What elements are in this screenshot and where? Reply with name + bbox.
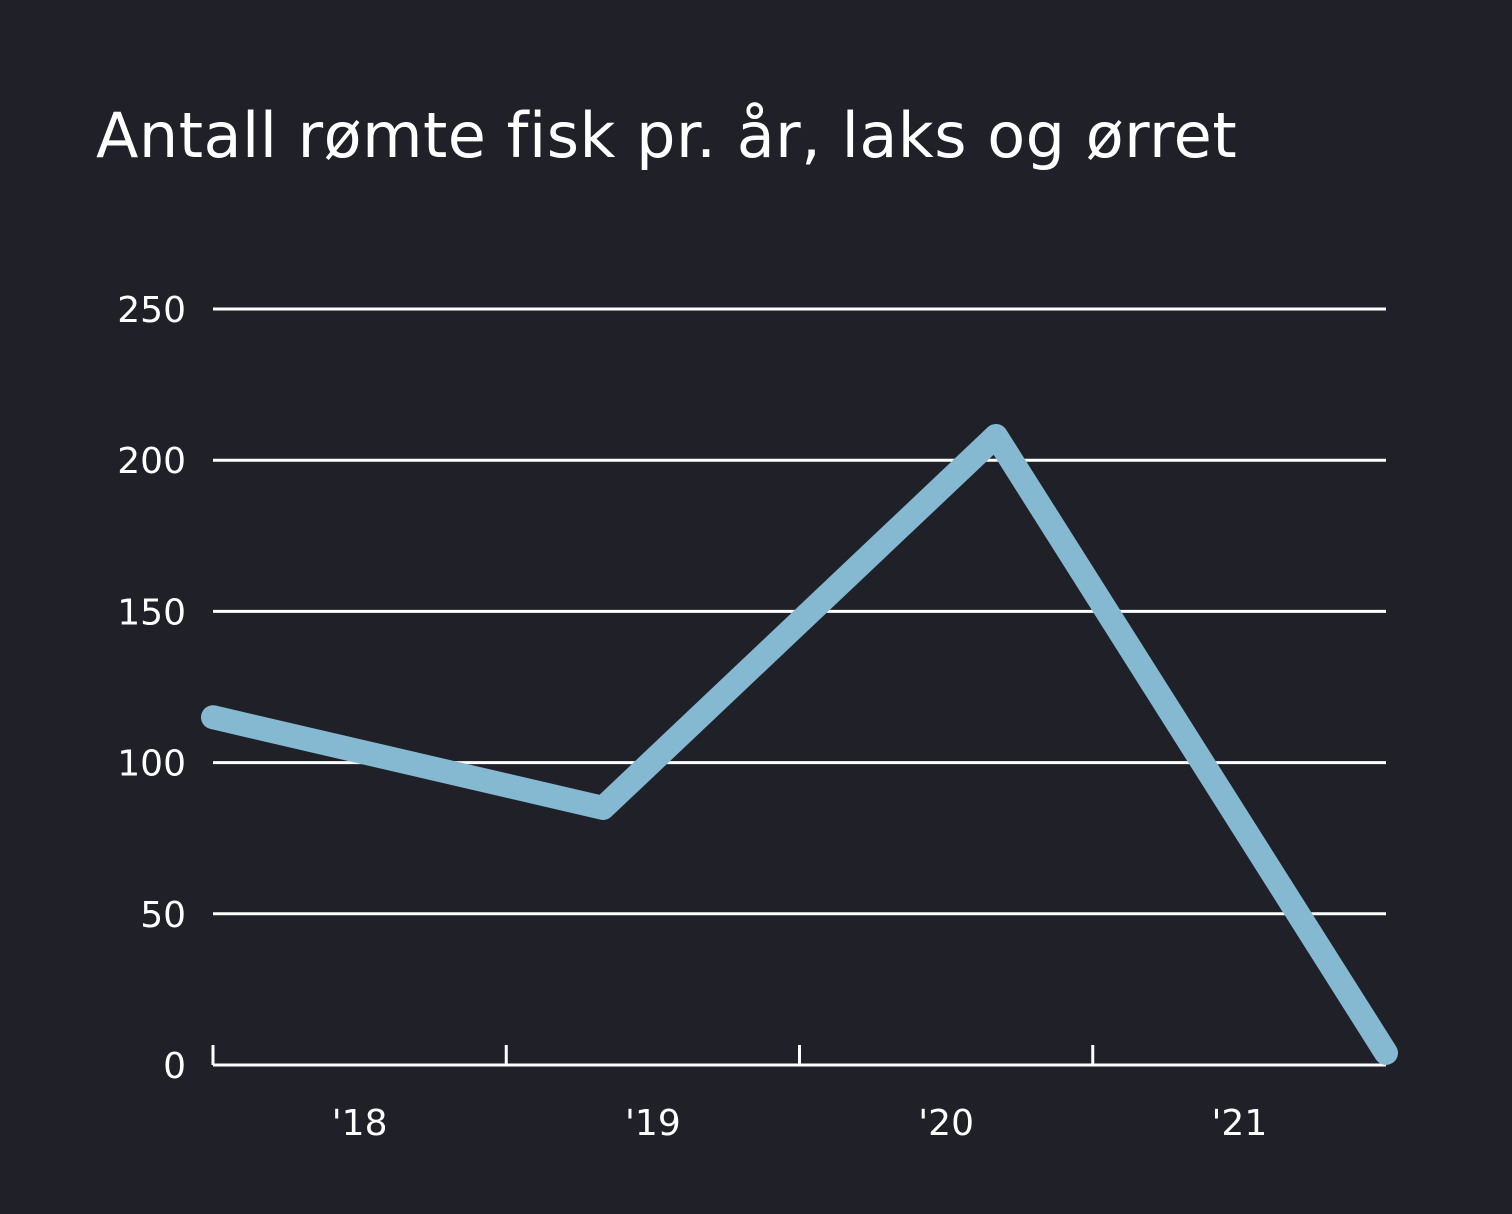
x-axis — [211, 1045, 1386, 1067]
series-line — [201, 424, 1398, 1065]
x-tick-label: '18 — [332, 1103, 388, 1144]
y-tick-label: 0 — [163, 1046, 186, 1087]
y-tick-label: 250 — [117, 290, 186, 331]
y-tick-label: 200 — [117, 441, 186, 482]
y-tick-label: 50 — [140, 895, 186, 936]
x-tick-label: '19 — [625, 1103, 681, 1144]
chart-title: Antall rømte fisk pr. år, laks og ørret — [96, 99, 1238, 172]
series-layer — [201, 424, 1398, 1065]
tick-labels: 0 50 100 150 200 250 '18 '19 '20 '21 — [117, 290, 1267, 1144]
y-tick-label: 150 — [117, 592, 186, 633]
x-tick-label: '20 — [918, 1103, 974, 1144]
y-tick-label: 100 — [117, 744, 186, 785]
x-tick-label: '21 — [1212, 1103, 1268, 1144]
